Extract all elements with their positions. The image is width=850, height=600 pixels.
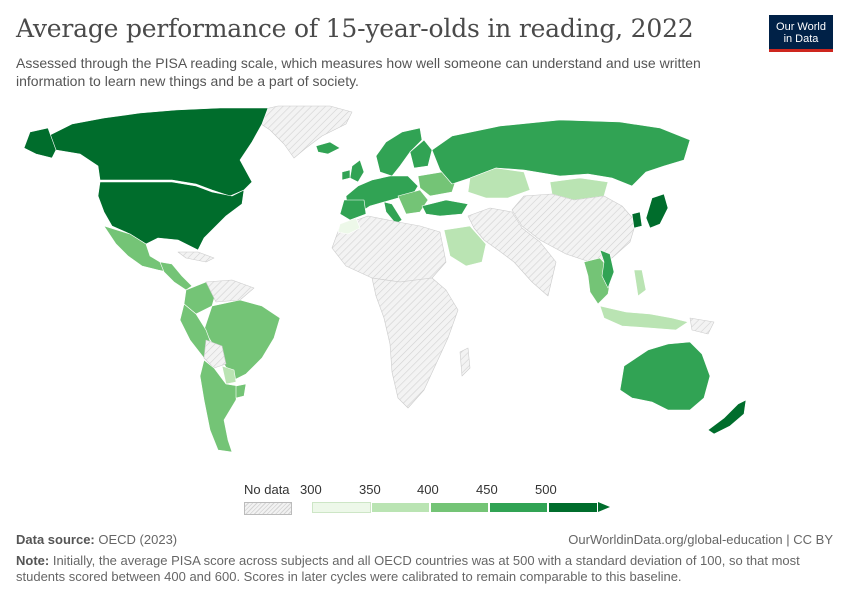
madagascar[interactable] (459, 347, 471, 377)
logo-line-2: in Data (783, 33, 819, 45)
philippines[interactable] (633, 269, 647, 297)
credit-link[interactable]: OurWorldinData.org/global-education | CC… (568, 532, 833, 547)
iberia[interactable] (339, 199, 367, 221)
legend-no-data-label: No data (244, 482, 290, 497)
legend-bin-400-450[interactable] (430, 502, 489, 513)
papua-new-guinea[interactable] (689, 317, 715, 335)
russia[interactable] (431, 119, 691, 187)
legend-tick-400: 400 (417, 482, 439, 497)
data-source: Data source: OECD (2023) (16, 532, 177, 547)
legend-arrow (598, 502, 610, 512)
middle-east-south-asia[interactable] (467, 207, 557, 297)
korea[interactable] (631, 211, 643, 229)
source-link[interactable]: OECD (2023) (98, 532, 178, 547)
china[interactable] (511, 193, 637, 263)
kazakhstan[interactable] (467, 167, 531, 199)
chart-note: Note: Initially, the average PISA score … (16, 553, 816, 585)
chart-subtitle: Assessed through the PISA reading scale,… (16, 55, 701, 89)
legend-bin-300-350[interactable] (312, 502, 371, 513)
central-america[interactable] (159, 261, 193, 291)
note-text: Initially, the average PISA score across… (16, 553, 800, 584)
norway-sweden[interactable] (375, 127, 423, 177)
iceland[interactable] (315, 141, 341, 155)
venezuela-guianas[interactable] (205, 279, 255, 303)
legend-bin-450-500[interactable] (489, 502, 548, 513)
logo-line-1: Our World (776, 21, 826, 33)
turkey[interactable] (421, 199, 469, 217)
greenland[interactable] (251, 105, 353, 159)
saudi-arabia[interactable] (443, 225, 487, 267)
new-zealand[interactable] (707, 399, 747, 435)
owid-logo[interactable]: Our World in Data (769, 15, 833, 52)
source-label: Data source: (16, 532, 95, 547)
finland[interactable] (409, 139, 433, 169)
legend-bin-350-400[interactable] (371, 502, 430, 513)
chart-title: Average performance of 15-year-olds in r… (16, 14, 694, 43)
united-states[interactable] (97, 181, 245, 251)
morocco[interactable] (337, 217, 361, 235)
legend-no-data-swatch[interactable] (244, 502, 292, 515)
sub-saharan-africa[interactable] (371, 277, 459, 409)
legend-bin-500-plus[interactable] (548, 502, 598, 513)
uruguay[interactable] (235, 383, 247, 399)
world-map[interactable] (0, 96, 850, 476)
ireland[interactable] (341, 169, 351, 181)
north-africa[interactable] (331, 215, 447, 283)
legend-tick-450: 450 (476, 482, 498, 497)
note-label: Note: (16, 553, 50, 568)
united-kingdom[interactable] (349, 159, 365, 183)
indonesia-malaysia[interactable] (599, 305, 689, 331)
color-legend: No data 300 350 400 450 500 (242, 482, 612, 518)
legend-tick-500: 500 (535, 482, 557, 497)
vietnam[interactable] (599, 249, 615, 289)
chile-argentina[interactable] (199, 359, 239, 453)
canada[interactable] (47, 107, 269, 197)
bolivia[interactable] (203, 339, 227, 369)
paraguay[interactable] (221, 365, 237, 385)
japan[interactable] (645, 193, 669, 229)
alaska[interactable] (23, 127, 57, 159)
legend-tick-300: 300 (300, 482, 322, 497)
australia[interactable] (619, 341, 711, 411)
brazil[interactable] (203, 299, 281, 381)
caribbean[interactable] (177, 251, 215, 263)
legend-tick-350: 350 (359, 482, 381, 497)
